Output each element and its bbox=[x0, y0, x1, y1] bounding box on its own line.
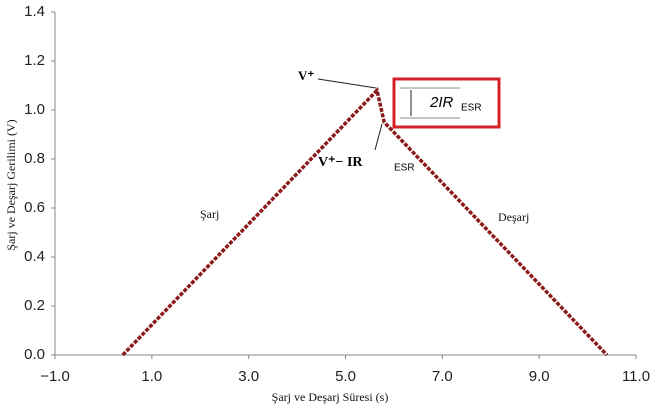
x-tick-label: 11.0 bbox=[622, 368, 650, 385]
annotation: ESR bbox=[394, 163, 415, 174]
highlight-box bbox=[392, 77, 501, 129]
y-tick-label: 1.2 bbox=[24, 52, 45, 69]
annotation: Şarj bbox=[200, 207, 219, 221]
x-tick-label: 1.0 bbox=[141, 368, 162, 385]
annotation: ESR bbox=[461, 103, 482, 114]
y-tick-label: 0.4 bbox=[24, 248, 45, 265]
data-line bbox=[121, 86, 609, 357]
x-axis-label: Şarj ve Deşarj Süresi (s) bbox=[272, 390, 389, 404]
annotation: V⁺− IR bbox=[318, 155, 363, 170]
y-tick-label: 0.0 bbox=[24, 346, 45, 363]
annotation: 2IR bbox=[429, 94, 454, 111]
y-tick-label: 0.2 bbox=[24, 297, 45, 314]
y-tick-label: 1.0 bbox=[24, 101, 45, 118]
annotation-arrow bbox=[374, 123, 383, 151]
annotation-arrow bbox=[317, 78, 377, 89]
x-tick-label: 5.0 bbox=[335, 368, 356, 385]
y-tick-label: 0.8 bbox=[24, 150, 45, 167]
x-tick-label: 9.0 bbox=[529, 368, 550, 385]
y-tick-label: 1.4 bbox=[24, 3, 45, 20]
annotation: V⁺ bbox=[298, 68, 314, 83]
x-tick-label: 7.0 bbox=[432, 368, 453, 385]
x-tick-label: 3.0 bbox=[238, 368, 259, 385]
annotation: Deşarj bbox=[498, 210, 529, 224]
y-axis-label: Şarj ve Deşarj Gerilimi (V) bbox=[4, 119, 18, 250]
y-tick-label: 0.6 bbox=[24, 199, 45, 216]
x-tick-label: −1.0 bbox=[40, 368, 70, 385]
